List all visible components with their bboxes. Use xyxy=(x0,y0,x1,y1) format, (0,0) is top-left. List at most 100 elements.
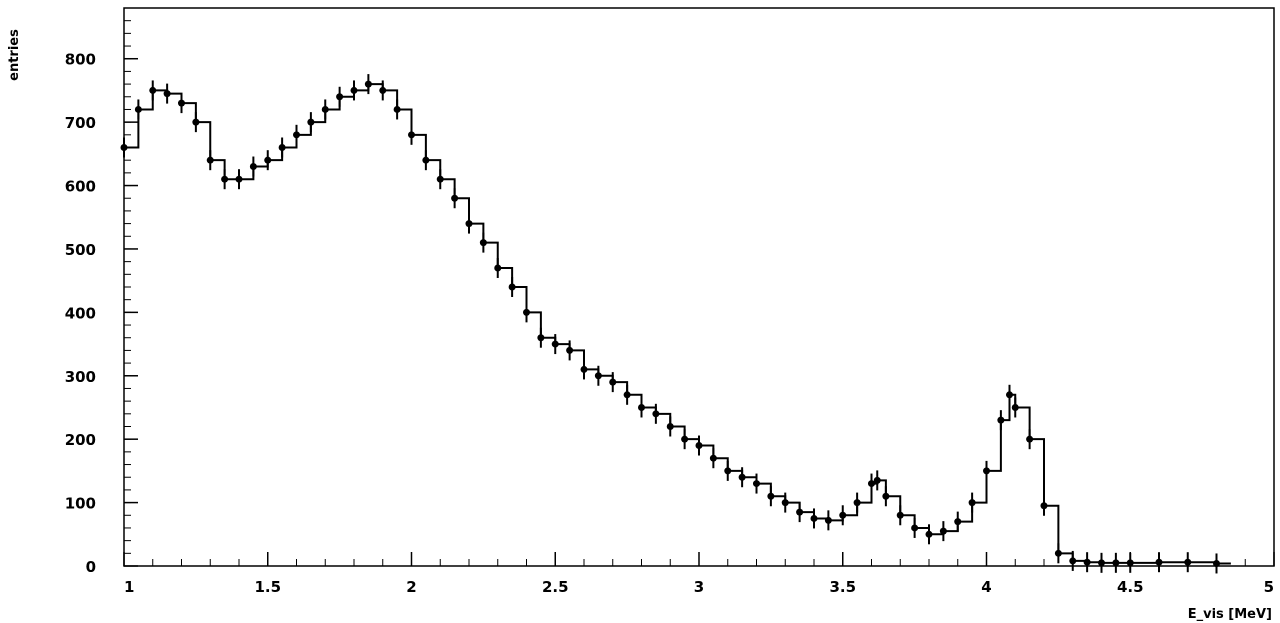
data-point xyxy=(566,346,574,354)
data-point xyxy=(307,118,315,126)
data-point xyxy=(968,499,976,507)
data-point xyxy=(695,442,703,450)
data-point xyxy=(997,416,1005,424)
data-point xyxy=(853,499,861,507)
data-point xyxy=(451,194,459,202)
y-tick-labels: 0 100 200 300 400 500 600 700 800 xyxy=(65,51,96,576)
data-point xyxy=(868,480,875,488)
y-tick-label: 200 xyxy=(65,431,96,449)
y-tick-label: 600 xyxy=(65,178,96,196)
data-point xyxy=(609,378,617,386)
x-tick-labels: 1 1.5 2 2.5 3 3.5 4 4.5 5 xyxy=(124,578,1274,596)
data-point xyxy=(753,480,760,488)
data-point xyxy=(436,175,444,183)
x-axis-title: E_vis [MeV] xyxy=(1188,607,1272,622)
data-point xyxy=(652,410,660,418)
data-point xyxy=(796,508,804,516)
data-point xyxy=(810,514,818,522)
data-point xyxy=(1054,549,1062,557)
data-point xyxy=(724,467,732,475)
data-point xyxy=(1126,559,1134,567)
data-point xyxy=(163,90,171,98)
data-point xyxy=(278,144,286,151)
axes xyxy=(123,7,1275,567)
y-tick-label: 100 xyxy=(65,495,96,513)
data-point xyxy=(350,86,358,94)
data-point xyxy=(666,423,674,430)
data-point xyxy=(235,175,243,183)
data-point xyxy=(681,435,689,443)
data-point xyxy=(896,511,904,519)
y-axis-title: entries xyxy=(7,29,22,81)
data-point xyxy=(1026,435,1034,443)
y-tick-label: 0 xyxy=(86,558,96,576)
data-point xyxy=(983,467,990,475)
x-tick-label: 1.5 xyxy=(254,578,281,596)
data-point xyxy=(767,492,775,500)
data-point xyxy=(178,99,185,107)
x-tick-label: 3 xyxy=(694,578,704,596)
data-point xyxy=(321,105,329,113)
y-tick-label: 800 xyxy=(65,51,96,69)
data-point xyxy=(1098,559,1105,567)
data-point xyxy=(134,105,142,113)
data-point xyxy=(120,144,128,151)
data-series-line xyxy=(124,83,1231,565)
data-point xyxy=(1006,391,1013,399)
data-point xyxy=(882,492,890,500)
data-point xyxy=(192,118,200,126)
data-point xyxy=(839,511,847,519)
data-point xyxy=(508,283,516,291)
data-point xyxy=(1040,502,1048,510)
data-point xyxy=(824,516,832,524)
x-tick-label: 5 xyxy=(1264,578,1274,596)
data-point xyxy=(408,131,415,139)
data-point xyxy=(364,80,372,88)
data-point xyxy=(523,308,530,316)
x-tick-label: 1 xyxy=(124,578,134,596)
y-tick-label: 400 xyxy=(65,304,96,322)
data-point xyxy=(925,530,933,538)
data-point xyxy=(623,391,631,399)
y-tick-label: 500 xyxy=(65,241,96,259)
data-point xyxy=(1112,559,1120,567)
data-point xyxy=(1069,557,1077,565)
data-point xyxy=(1184,558,1192,566)
data-point xyxy=(336,93,344,101)
data-point xyxy=(293,131,300,139)
data-point xyxy=(249,163,257,171)
data-point xyxy=(709,454,717,462)
data-point xyxy=(494,264,502,272)
data-point xyxy=(738,473,746,481)
data-point xyxy=(264,156,272,164)
data-point xyxy=(465,220,473,228)
data-point xyxy=(1083,558,1091,566)
y-tick-label: 700 xyxy=(65,114,96,132)
data-point xyxy=(1155,558,1163,566)
data-point xyxy=(781,499,789,507)
data-point xyxy=(638,403,645,411)
data-point xyxy=(580,365,588,373)
data-point xyxy=(206,156,214,164)
data-point xyxy=(939,527,947,535)
data-point xyxy=(873,476,881,484)
x-tick-label: 2.5 xyxy=(542,578,569,596)
data-point xyxy=(221,175,229,183)
data-point xyxy=(594,372,602,380)
data-point xyxy=(379,86,387,94)
data-point xyxy=(911,524,919,532)
data-point xyxy=(393,105,401,113)
data-point xyxy=(1213,559,1220,567)
data-point xyxy=(954,518,962,526)
data-point xyxy=(1011,403,1019,411)
plot-frame xyxy=(123,7,1275,567)
data-points xyxy=(120,74,1220,574)
data-point xyxy=(479,239,487,247)
y-tick-label: 300 xyxy=(65,368,96,386)
x-tick-label: 4.5 xyxy=(1117,578,1144,596)
data-point xyxy=(537,334,545,342)
data-point xyxy=(422,156,430,164)
data-point xyxy=(149,86,157,94)
x-tick-label: 4 xyxy=(981,578,991,596)
